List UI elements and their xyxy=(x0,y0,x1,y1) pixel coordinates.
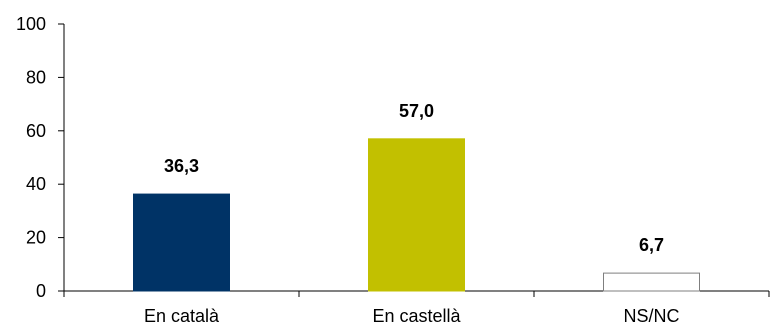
y-tick-label: 60 xyxy=(26,121,46,141)
data-label: 6,7 xyxy=(639,235,664,255)
bar xyxy=(368,138,465,292)
data-labels: 36,3 57,0 6,7 xyxy=(164,101,664,255)
y-axis: 0 20 40 60 80 100 xyxy=(16,14,65,301)
category-label: NS/NC xyxy=(623,306,679,326)
bars xyxy=(133,138,700,292)
y-tick-label: 0 xyxy=(36,281,46,301)
y-tick-label: 40 xyxy=(26,174,46,194)
y-tick-label: 100 xyxy=(16,14,46,34)
data-label: 36,3 xyxy=(164,156,199,176)
y-tick-label: 20 xyxy=(26,228,46,248)
bar xyxy=(603,272,700,292)
category-labels: En català En castellà NS/NC xyxy=(144,306,680,326)
y-tick-label: 80 xyxy=(26,67,46,87)
bar xyxy=(133,193,230,292)
x-axis xyxy=(63,290,770,297)
category-label: En castellà xyxy=(372,306,461,326)
data-label: 57,0 xyxy=(399,101,434,121)
category-label: En català xyxy=(144,306,220,326)
